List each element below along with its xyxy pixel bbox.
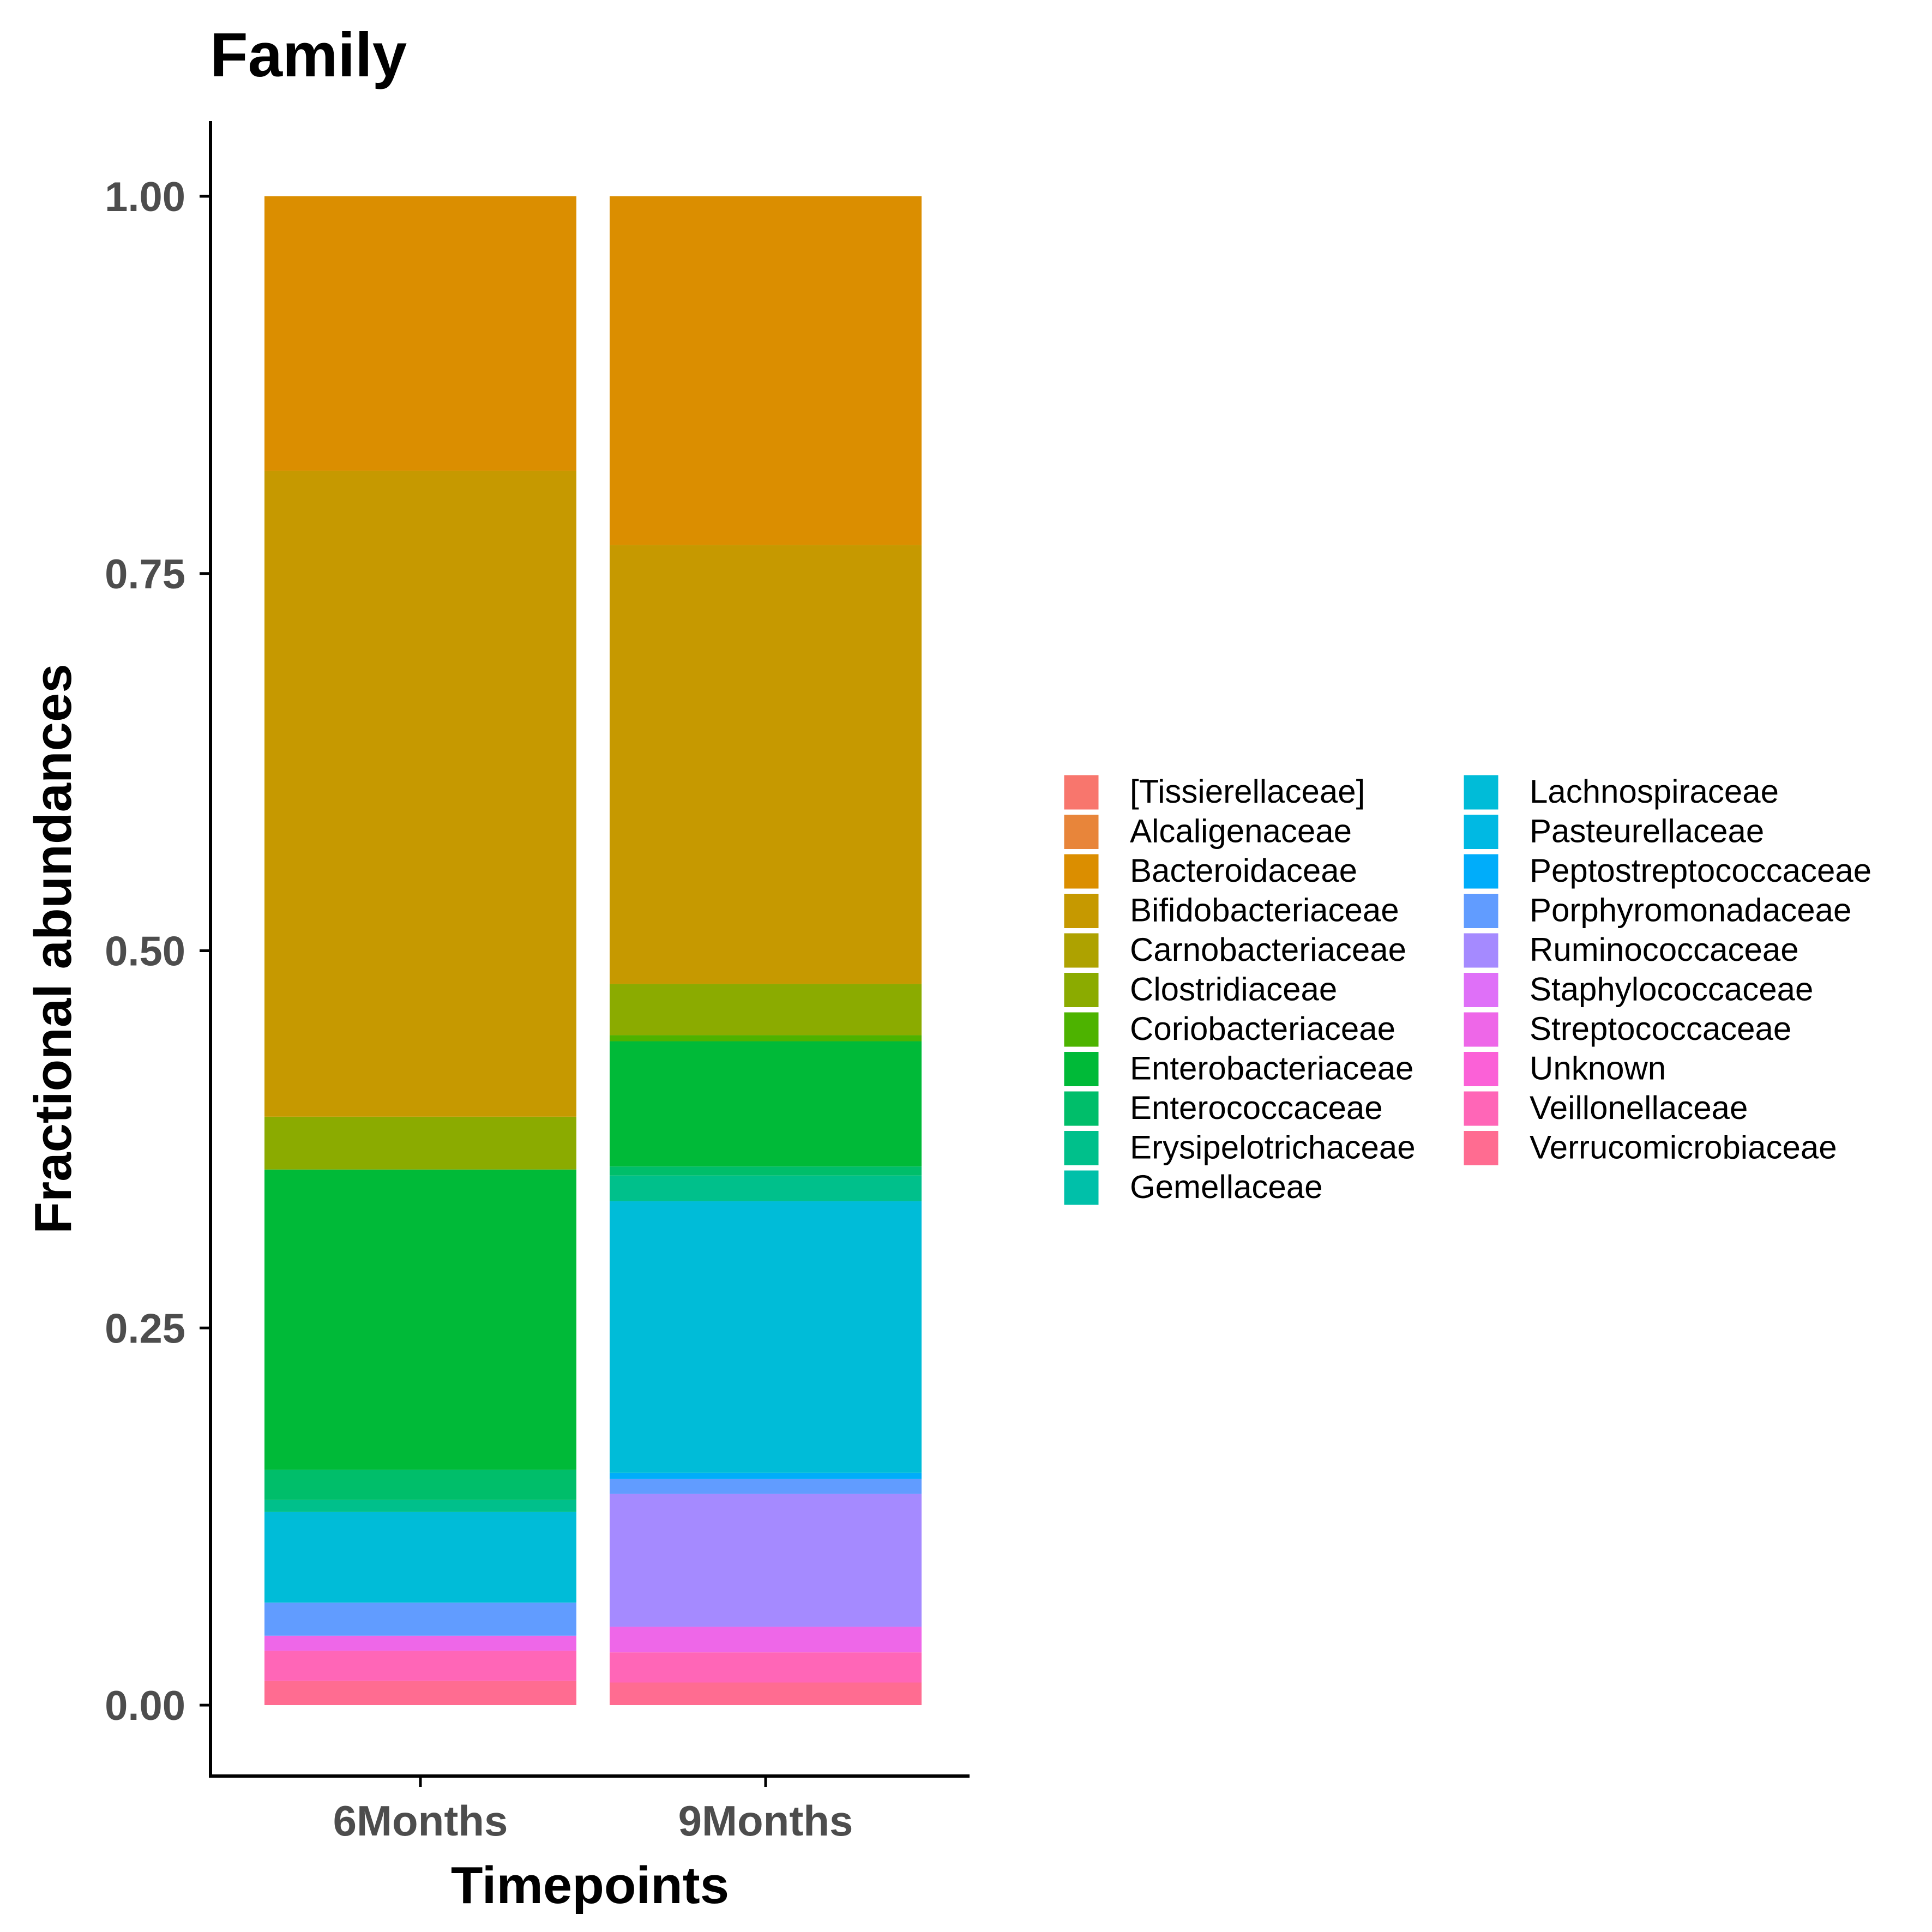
legend-key <box>1062 1010 1100 1049</box>
y-ticks-group: 0.00 0.25 0.50 0.75 1.00 <box>105 174 210 1729</box>
y-tick-label: 0.50 <box>105 929 185 975</box>
bar-segment <box>610 1652 922 1683</box>
bar-segment <box>264 1512 576 1603</box>
bar-segment <box>264 1602 576 1636</box>
legend-key <box>1462 1090 1500 1128</box>
legend-key <box>1462 813 1500 851</box>
x-axis-title: Timepoints <box>451 1856 729 1915</box>
legend-label: Veillonellaceae <box>1530 1090 1748 1126</box>
bar-segment <box>264 1169 576 1470</box>
bar-segment <box>610 1035 922 1042</box>
bar-segment <box>610 1201 922 1473</box>
bar-segment <box>610 984 922 1036</box>
bar-segment <box>610 1494 922 1627</box>
bar-segment <box>264 1651 576 1681</box>
bars-group <box>264 196 922 1705</box>
y-tick-label: 1.00 <box>105 174 185 220</box>
legend-label: Porphyromonadaceae <box>1530 892 1851 929</box>
y-tick-label: 0.25 <box>105 1305 185 1352</box>
bar-segment <box>610 1682 922 1705</box>
y-axis-title: Fractional abundances <box>24 664 82 1234</box>
bar-segment <box>610 1175 922 1201</box>
bar-segment <box>610 1166 922 1176</box>
legend-label: Enterococcaceae <box>1130 1090 1383 1126</box>
y-tick-label: 0.75 <box>105 551 185 598</box>
legend-label: Unknown <box>1530 1050 1666 1087</box>
chart-title: Family <box>210 21 407 90</box>
legend-key <box>1062 1129 1100 1167</box>
bar-segment <box>264 1500 576 1512</box>
bar-segment <box>610 196 922 545</box>
legend-label: Lachnospiraceae <box>1530 773 1779 810</box>
legend-key <box>1062 813 1100 851</box>
legend-label: Bacteroidaceae <box>1130 852 1357 889</box>
legend-key <box>1062 1169 1100 1207</box>
legend-label: Peptostreptococcaceae <box>1530 852 1871 889</box>
bar-segment <box>610 1041 922 1167</box>
legend-label: Staphylococcaceae <box>1530 971 1813 1008</box>
bar-segment <box>264 1116 576 1170</box>
bar-segment <box>610 1627 922 1653</box>
legend-label: [Tissierellaceae] <box>1130 773 1365 810</box>
legend-key <box>1462 931 1500 970</box>
legend-label: Gemellaceae <box>1130 1169 1323 1205</box>
legend-key <box>1462 852 1500 890</box>
legend-key <box>1462 1010 1500 1049</box>
legend-key <box>1062 1050 1100 1088</box>
x-tick-label: 6Months <box>333 1797 508 1845</box>
legend-key <box>1462 1129 1500 1167</box>
legend-key <box>1462 892 1500 930</box>
legend-key <box>1062 931 1100 970</box>
legend-key <box>1462 1050 1500 1088</box>
legend-key <box>1062 892 1100 930</box>
legend-label: Enterobacteriaceae <box>1130 1050 1413 1087</box>
legend-key <box>1062 971 1100 1009</box>
bar-segment <box>264 196 576 471</box>
legend-key <box>1062 773 1100 811</box>
legend-label: Ruminococcaceae <box>1530 931 1799 968</box>
bar-segment <box>610 545 922 984</box>
legend-label: Streptococcaceae <box>1530 1010 1791 1047</box>
legend-label: Erysipelotrichaceae <box>1130 1129 1416 1166</box>
legend-key <box>1062 852 1100 890</box>
bar-segment <box>264 1635 576 1651</box>
legend-label: Verrucomicrobiaceae <box>1530 1129 1837 1166</box>
legend-label: Bifidobacteriaceae <box>1130 892 1399 929</box>
x-ticks-group: 6Months 9Months <box>333 1776 853 1845</box>
bar-segment <box>610 1478 922 1494</box>
legend-key <box>1462 971 1500 1009</box>
legend-key <box>1462 773 1500 811</box>
x-tick-label: 9Months <box>678 1797 853 1845</box>
bar-segment <box>264 1681 576 1705</box>
legend-label: Alcaligenaceae <box>1130 813 1352 850</box>
legend-label: Pasteurellaceae <box>1530 813 1764 850</box>
bar-segment <box>264 471 576 1117</box>
legend-label: Clostridiaceae <box>1130 971 1337 1008</box>
bar-segment <box>264 1470 576 1500</box>
legend: [Tissierellaceae]AlcaligenaceaeBacteroid… <box>1062 773 1871 1207</box>
axes-group <box>209 121 970 1778</box>
y-tick-label: 0.00 <box>105 1683 185 1729</box>
legend-label: Carnobacteriaceae <box>1130 931 1406 968</box>
legend-label: Coriobacteriaceae <box>1130 1010 1395 1047</box>
bar-segment <box>610 1472 922 1479</box>
legend-key <box>1062 1090 1100 1128</box>
